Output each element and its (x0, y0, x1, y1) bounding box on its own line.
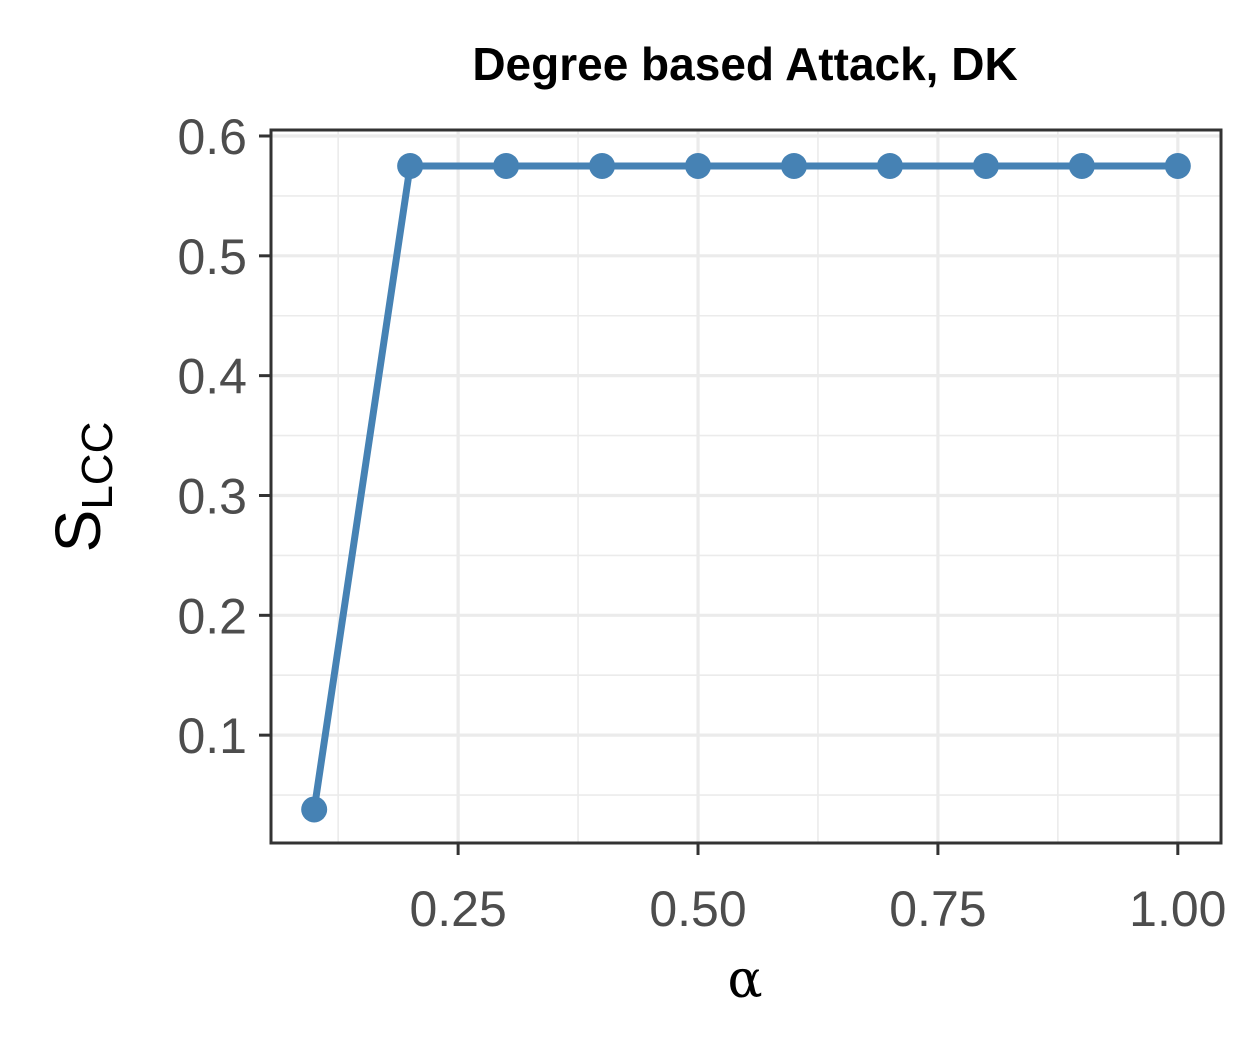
x-tick-labels: 0.25 0.50 0.75 1.00 (409, 881, 1226, 937)
axis-ticks (259, 134, 1180, 855)
data-point (1164, 152, 1191, 179)
y-axis-label: SLCC (42, 422, 122, 553)
data-point (301, 796, 328, 823)
y-tick-label: 0.3 (177, 468, 247, 524)
chart-title: Degree based Attack, DK (472, 38, 1017, 90)
x-tick-label: 0.75 (889, 881, 986, 937)
minor-gridlines (271, 130, 1221, 843)
y-tick-label: 0.1 (177, 708, 247, 764)
x-tick-label: 1.00 (1129, 881, 1226, 937)
x-tick-label: 0.25 (409, 881, 506, 937)
major-gridlines (271, 130, 1221, 843)
panel-border (269, 128, 1223, 845)
x-tick-label: 0.50 (649, 881, 746, 937)
y-tick-labels: 0.1 0.2 0.3 0.4 0.5 0.6 (177, 109, 247, 764)
y-axis-label-subscript: LCC (73, 422, 122, 510)
y-tick-label: 0.5 (177, 229, 247, 285)
series-line (310, 162, 1178, 810)
y-tick-label: 0.6 (177, 109, 247, 165)
data-point (589, 152, 616, 179)
x-axis-label: α (727, 950, 762, 1010)
data-point (493, 152, 520, 179)
data-point (876, 152, 903, 179)
y-axis-label-main: S (42, 510, 114, 553)
data-point (397, 152, 424, 179)
data-point (972, 152, 999, 179)
series-layer (301, 152, 1191, 823)
y-tick-label: 0.4 (177, 349, 247, 405)
data-point (1068, 152, 1095, 179)
data-point (780, 152, 807, 179)
y-tick-label: 0.2 (177, 588, 247, 644)
data-point (685, 152, 712, 179)
